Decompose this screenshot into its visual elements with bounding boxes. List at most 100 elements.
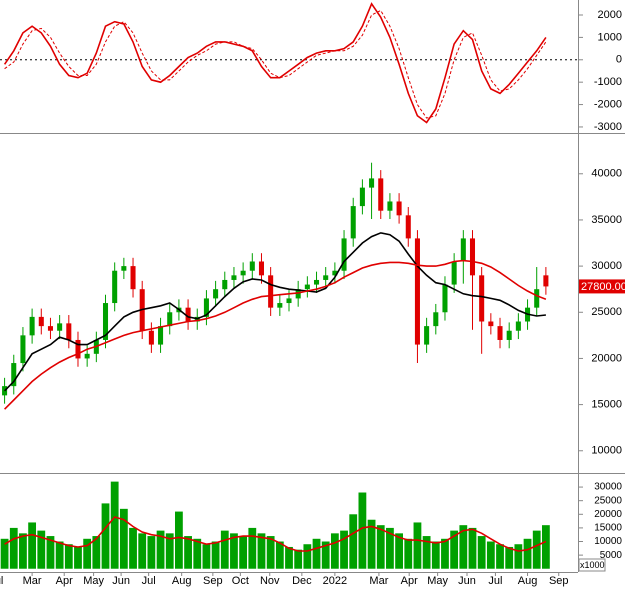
- candle-body: [258, 261, 264, 276]
- volume-bar: [202, 544, 211, 569]
- candle-body: [460, 238, 466, 262]
- candle-body: [203, 298, 209, 317]
- x-tick-label: May: [427, 575, 448, 587]
- volume-average: [4, 516, 547, 552]
- candle-body: [249, 261, 255, 271]
- x-tick-label: Jun: [458, 575, 476, 587]
- volume-bar: [28, 522, 37, 569]
- volume-bar: [505, 546, 514, 569]
- y-tick-label: 15000: [594, 523, 622, 534]
- candle-body: [479, 275, 485, 322]
- volume-bar: [486, 541, 495, 569]
- volume-bar: [19, 533, 27, 569]
- volume-bar: [147, 536, 156, 569]
- x-tick-label: Mar: [23, 575, 42, 587]
- candle-body: [231, 275, 237, 280]
- candle-body: [350, 206, 356, 239]
- candle-body: [433, 312, 439, 327]
- volume-bar: [83, 538, 92, 569]
- y-tick-label: 20000: [594, 509, 622, 520]
- y-tick-label: 1000: [598, 31, 622, 43]
- x-tick-label: May: [83, 575, 104, 587]
- x-tick-label: Sep: [549, 575, 569, 587]
- y-tick-label: 40000: [591, 168, 622, 180]
- volume-bar: [367, 519, 376, 569]
- candle-body: [213, 289, 219, 299]
- y-tick-label: 15000: [591, 399, 622, 411]
- candle-body: [84, 353, 90, 359]
- y-tick-label: 5000: [600, 550, 623, 561]
- y-tick-label: 20000: [591, 352, 622, 364]
- candle-body: [488, 321, 494, 327]
- volume-bar: [514, 544, 523, 569]
- x-tick-label: Mar: [369, 575, 388, 587]
- volume-bar: [450, 530, 459, 569]
- candle-body: [158, 326, 164, 345]
- volume-bar: [9, 527, 18, 569]
- last-price-box: [579, 279, 625, 294]
- candle-body: [295, 289, 301, 299]
- x-tick-label: Apr: [56, 575, 73, 587]
- candle-body: [75, 339, 81, 359]
- y-tick-label: 10000: [591, 445, 622, 457]
- volume-bar: [468, 527, 477, 569]
- volume-bar: [0, 538, 9, 569]
- volume-bar: [386, 527, 394, 569]
- volume-bar: [239, 536, 248, 569]
- y-tick-label: 2000: [598, 9, 622, 21]
- candle-body: [359, 187, 365, 207]
- candle-body: [277, 303, 283, 308]
- volume-bar: [459, 525, 468, 569]
- volume-bar: [184, 536, 192, 569]
- unit-box: [578, 558, 606, 572]
- candle-body: [515, 321, 521, 331]
- candle-body: [29, 316, 35, 336]
- volume-bar: [441, 538, 449, 569]
- candle-body: [121, 266, 127, 271]
- candle-body: [314, 279, 320, 285]
- volume-bar: [321, 541, 330, 569]
- y-tick-label: -2000: [594, 98, 622, 110]
- volume-bar: [193, 538, 202, 569]
- candle-body: [57, 323, 63, 331]
- volume-bar: [404, 538, 413, 569]
- candle-body: [543, 275, 549, 287]
- volume-bar: [349, 514, 358, 569]
- volume-bar: [257, 533, 266, 569]
- candle-body: [130, 266, 136, 290]
- volume-bar: [532, 530, 541, 569]
- volume-bar: [285, 546, 293, 569]
- moving-average: [4, 259, 547, 410]
- y-tick-label: -1000: [594, 76, 622, 88]
- x-tick-label: Oct: [232, 575, 249, 587]
- volume-bar: [119, 508, 128, 569]
- candle-body: [323, 275, 329, 280]
- volume-bar: [92, 536, 101, 569]
- y-tick-label: 25000: [594, 495, 622, 506]
- volume-bar: [230, 533, 238, 569]
- plot-area: [0, 2, 578, 569]
- unit-label: x1000: [580, 560, 605, 570]
- volume-bar: [211, 541, 220, 569]
- candle-body: [414, 238, 420, 345]
- volume-bar: [175, 511, 183, 569]
- volume-bar: [46, 536, 55, 569]
- candle-body: [405, 215, 411, 239]
- x-tick-label: Aug: [172, 575, 192, 587]
- candle-body: [66, 323, 72, 340]
- y-tick-label: 30000: [594, 482, 622, 493]
- candle-body: [497, 326, 503, 340]
- candle-body: [369, 178, 375, 188]
- x-tick-label: Jul: [488, 575, 502, 587]
- x-tick-label: Sep: [203, 575, 223, 587]
- candle-body: [387, 201, 393, 211]
- x-tick-label: 2022: [323, 575, 347, 587]
- last-price-label: 27800.00: [581, 281, 625, 293]
- candle-body: [424, 326, 430, 345]
- candle-body: [240, 270, 246, 276]
- volume-bar: [413, 522, 422, 569]
- volume-bar: [129, 527, 137, 569]
- x-tick-label: Dec: [292, 575, 312, 587]
- volume-bar: [541, 525, 550, 569]
